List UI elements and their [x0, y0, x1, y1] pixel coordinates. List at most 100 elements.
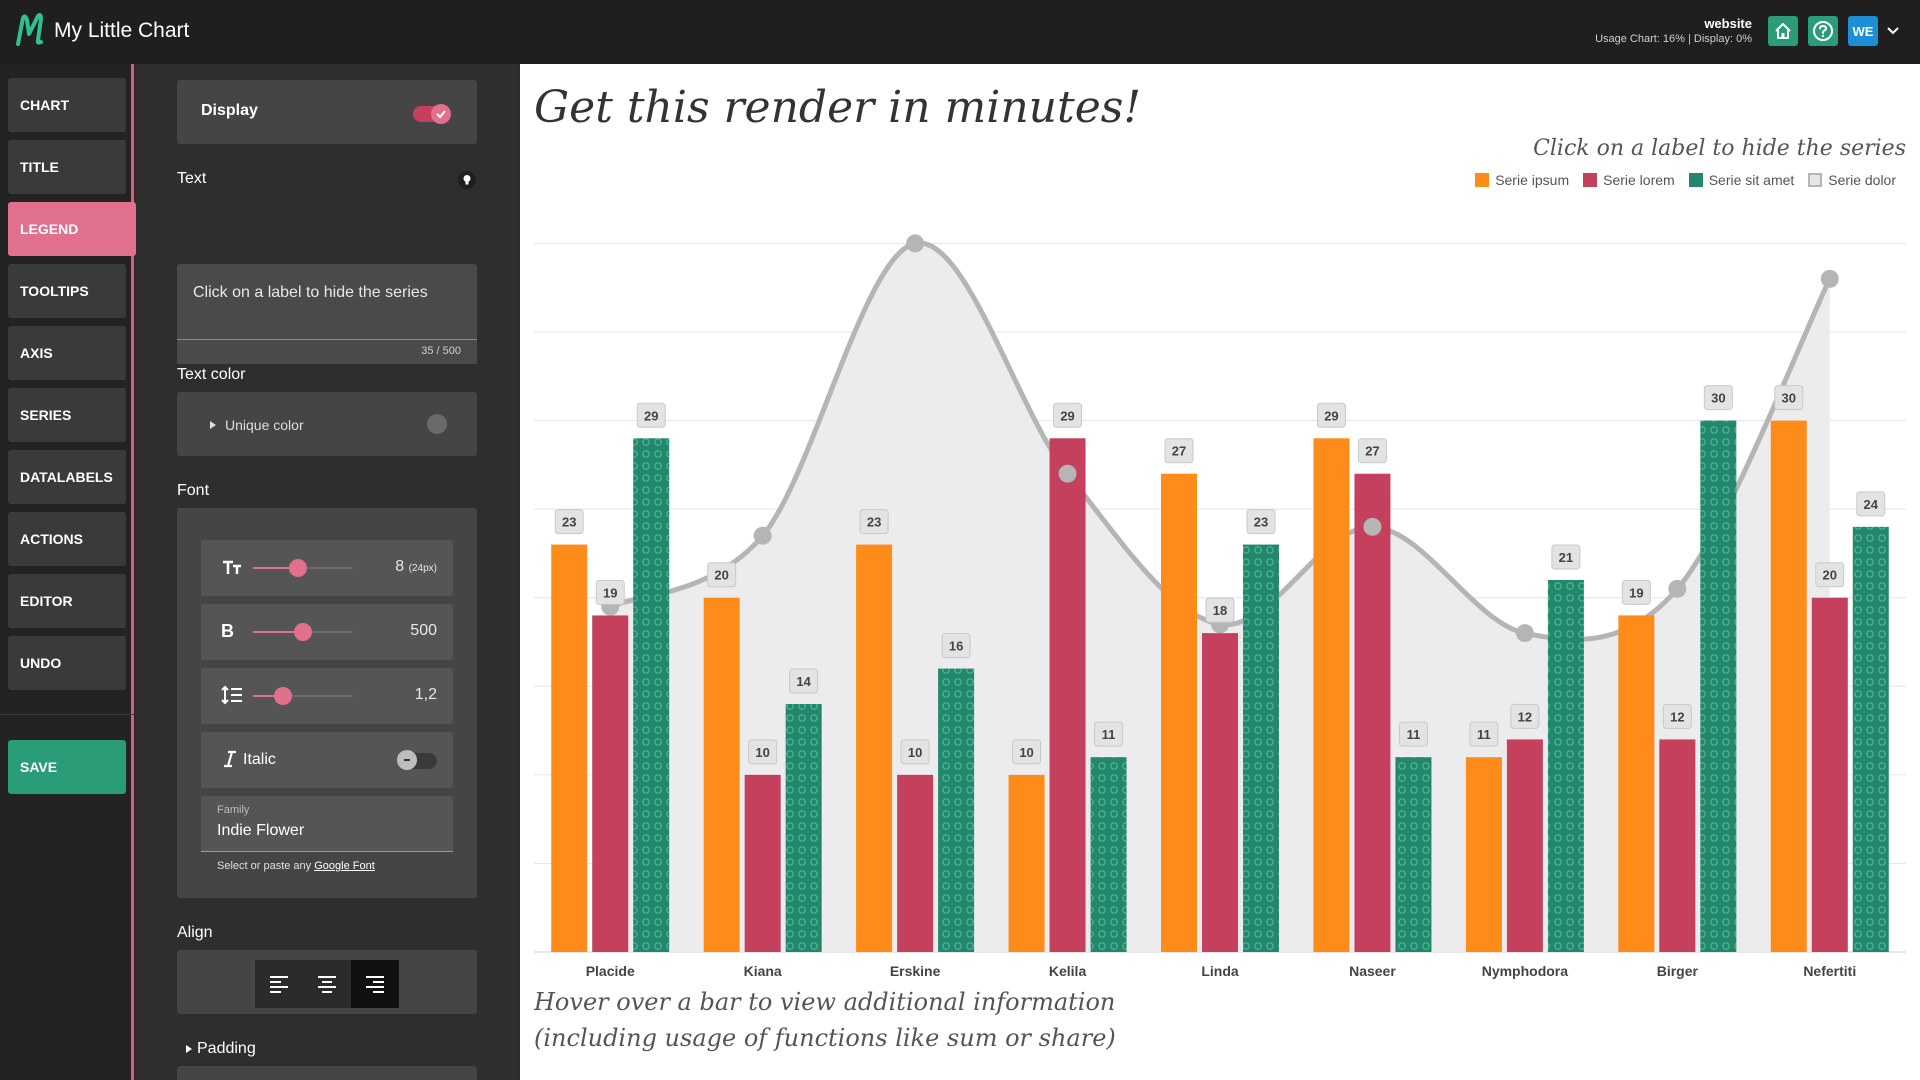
- data-label-box: [1510, 703, 1540, 729]
- data-label: 29: [1060, 408, 1074, 423]
- home-button[interactable]: [1768, 16, 1798, 46]
- padding-card: 0px: [177, 1066, 477, 1080]
- bar-serie-lorem[interactable]: [1811, 597, 1848, 952]
- data-label: 23: [867, 515, 881, 530]
- align-left-button[interactable]: [255, 960, 303, 1008]
- bar-serie-lorem[interactable]: [897, 774, 934, 952]
- padding-label[interactable]: Padding: [197, 1040, 256, 1057]
- font-family-value: Indie Flower: [217, 822, 305, 839]
- bar-serie-ipsum[interactable]: [1770, 420, 1807, 953]
- data-label: 23: [1254, 515, 1268, 530]
- x-tick-label: Nymphodora: [1482, 963, 1569, 979]
- x-tick-label: Linda: [1201, 963, 1239, 979]
- google-font-link[interactable]: Google Font: [314, 860, 375, 872]
- nav-legend[interactable]: LEGEND: [8, 202, 136, 256]
- unique-color-option: Unique color: [225, 417, 304, 433]
- text-label: Text: [177, 170, 207, 187]
- chevron-down-icon[interactable]: [1884, 22, 1902, 40]
- legend-label: Serie dolor: [1828, 172, 1896, 188]
- footnote-line-2: (including usage of functions like sum o…: [534, 1024, 1116, 1052]
- bar-serie-sit-amet[interactable]: [1547, 580, 1584, 952]
- bar-serie-lorem[interactable]: [1354, 473, 1391, 952]
- lightbulb-icon[interactable]: [457, 170, 477, 190]
- bar-serie-ipsum[interactable]: [1161, 473, 1197, 952]
- slider-knob[interactable]: [289, 559, 307, 577]
- nav-tooltips[interactable]: TOOLTIPS: [8, 264, 126, 318]
- app-title: My Little Chart: [54, 19, 190, 42]
- nav-actions[interactable]: ACTIONS: [8, 512, 126, 566]
- bar-serie-ipsum[interactable]: [1313, 438, 1350, 952]
- x-tick-label: Nefertiti: [1803, 963, 1856, 979]
- nav-series[interactable]: SERIES: [8, 388, 126, 442]
- bar-serie-lorem[interactable]: [744, 774, 781, 952]
- footnote-line-1: Hover over a bar to view additional info…: [534, 988, 1116, 1016]
- legend-item-serie-sit-amet[interactable]: Serie sit amet: [1688, 172, 1795, 188]
- legend-item-serie-ipsum[interactable]: Serie ipsum: [1475, 172, 1569, 188]
- line-height-value: 1,2: [414, 686, 437, 703]
- counter-bar: 35 / 500: [177, 340, 477, 364]
- bar-serie-sit-amet[interactable]: [938, 668, 975, 952]
- bar-serie-sit-amet[interactable]: [1852, 526, 1889, 952]
- bar-serie-lorem[interactable]: [1049, 438, 1086, 952]
- bar-serie-lorem[interactable]: [1659, 739, 1696, 952]
- nav-chart[interactable]: CHART: [8, 78, 126, 132]
- text-color-card[interactable]: Unique color: [177, 392, 477, 456]
- chart-area: Get this render in minutes! Click on a l…: [520, 64, 1920, 1080]
- point-serie-dolor: [1058, 464, 1077, 483]
- align-right-button[interactable]: [351, 960, 399, 1008]
- slider-knob[interactable]: [274, 687, 292, 705]
- logo-icon[interactable]: [14, 10, 50, 50]
- bar-serie-sit-amet[interactable]: [1090, 757, 1127, 952]
- slider-fill: [253, 631, 303, 633]
- data-label-box: [595, 579, 625, 605]
- legend-text-input[interactable]: Click on a label to hide the series: [177, 264, 477, 340]
- x-tick-label: Kiana: [744, 963, 782, 979]
- save-button[interactable]: SAVE: [8, 740, 126, 794]
- font-size-slider[interactable]: [253, 559, 353, 577]
- nav-editor[interactable]: EDITOR: [8, 574, 126, 628]
- nav-axis[interactable]: AXIS: [8, 326, 126, 380]
- nav-title[interactable]: TITLE: [8, 140, 126, 194]
- bar-serie-ipsum[interactable]: [856, 544, 893, 952]
- font-family-field[interactable]: Family Indie Flower: [201, 796, 453, 852]
- display-toggle[interactable]: [413, 104, 453, 124]
- bar-serie-ipsum[interactable]: [703, 597, 740, 952]
- legend-label: Serie sit amet: [1708, 172, 1795, 188]
- bar-serie-ipsum[interactable]: [1618, 615, 1655, 952]
- triangle-right-icon[interactable]: [185, 1044, 193, 1054]
- data-label: 19: [603, 585, 617, 600]
- bar-serie-sit-amet[interactable]: [785, 704, 822, 952]
- bar-serie-ipsum[interactable]: [551, 544, 588, 952]
- bar-serie-sit-amet[interactable]: [1395, 757, 1432, 952]
- legend-item-serie-lorem[interactable]: Serie lorem: [1583, 172, 1675, 188]
- italic-toggle[interactable]: [397, 750, 437, 770]
- bar-serie-lorem[interactable]: [592, 615, 629, 952]
- bar-serie-ipsum[interactable]: [1465, 757, 1502, 952]
- font-weight-value: 500: [410, 622, 437, 639]
- data-label: 10: [755, 745, 769, 760]
- data-label: 29: [644, 408, 658, 423]
- bar-serie-sit-amet[interactable]: [1243, 544, 1279, 952]
- bar-serie-lorem[interactable]: [1202, 633, 1238, 952]
- italic-row: Italic: [201, 732, 453, 788]
- bar-serie-sit-amet[interactable]: [1700, 420, 1737, 953]
- color-swatch[interactable]: [427, 414, 447, 434]
- avatar-button[interactable]: WE: [1848, 16, 1878, 46]
- help-button[interactable]: [1808, 16, 1838, 46]
- align-center-button[interactable]: [303, 960, 351, 1008]
- align-label: Align: [177, 924, 213, 941]
- slider-knob[interactable]: [294, 623, 312, 641]
- data-label: 18: [1213, 603, 1227, 618]
- data-label: 12: [1518, 709, 1532, 724]
- bar-serie-sit-amet[interactable]: [633, 438, 670, 952]
- data-label-box: [636, 402, 666, 428]
- nav-datalabels[interactable]: DATALABELS: [8, 450, 126, 504]
- line-height-slider[interactable]: [253, 687, 353, 705]
- bar-serie-lorem[interactable]: [1506, 739, 1543, 952]
- nav-undo[interactable]: UNDO: [8, 636, 126, 690]
- legend-item-serie-dolor[interactable]: Serie dolor: [1808, 172, 1896, 188]
- font-weight-slider[interactable]: [253, 623, 353, 641]
- data-label: 21: [1559, 550, 1573, 565]
- font-size-row: 8 (24px): [201, 540, 453, 596]
- bar-serie-ipsum[interactable]: [1008, 774, 1045, 952]
